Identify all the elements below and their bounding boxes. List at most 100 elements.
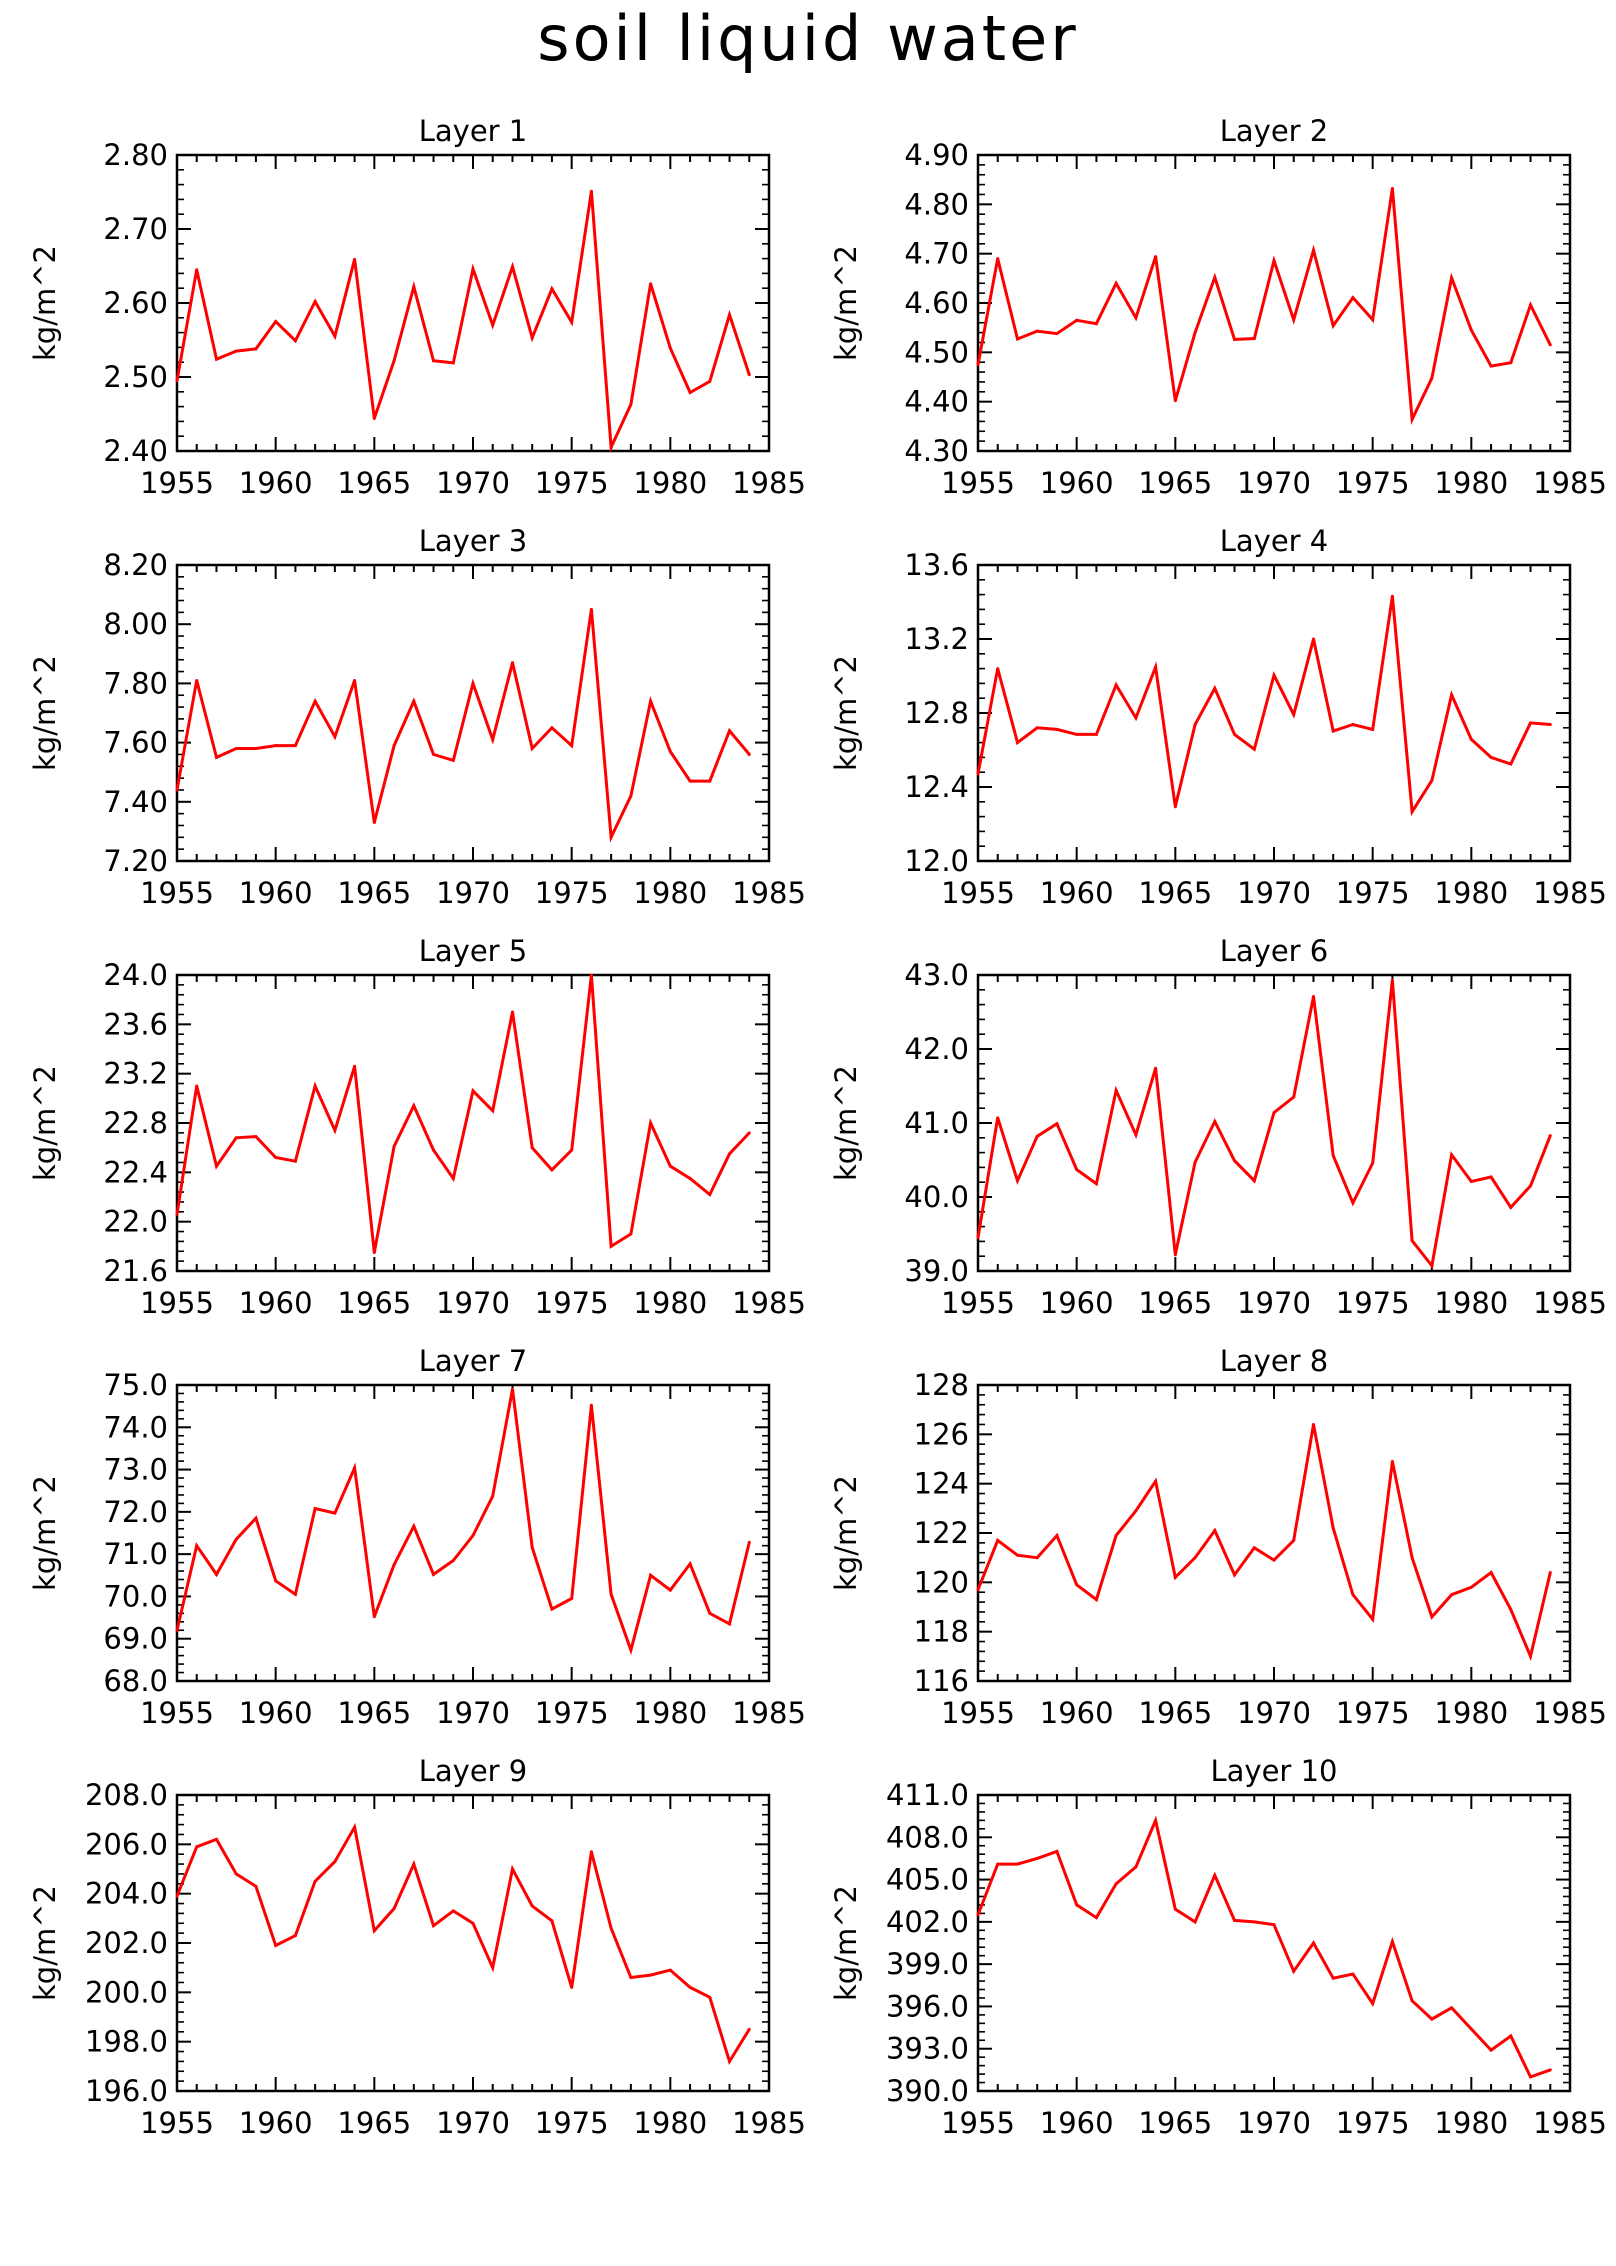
chart-9-xtick-label: 1975 [535, 2106, 609, 2140]
chart-1-point-1976 [589, 189, 593, 193]
chart-2-point-1965 [1173, 399, 1177, 403]
chart-2-point-1960 [1075, 318, 1079, 322]
chart-1: Layer 1 1955 1960 1965 1970 1975 1980 1985 2.40 2… [28, 114, 806, 500]
chart-3-xtick-label: 1960 [239, 876, 313, 910]
chart-10-point-1974 [1351, 1972, 1355, 1976]
chart-2-point-1982 [1509, 361, 1513, 365]
chart-2-ytick-label: 4.80 [904, 187, 969, 221]
chart-2-point-1969 [1252, 337, 1256, 341]
chart-4-series-line [976, 595, 1551, 817]
chart-10-point-1959 [1055, 1849, 1059, 1853]
chart-6-ylabel: kg/m^2 [829, 1065, 863, 1181]
chart-4-point-1964 [1154, 665, 1158, 669]
chart-8-point-1957 [1015, 1553, 1019, 1557]
chart-10-point-1958 [1035, 1856, 1039, 1860]
chart-7-ytick-label: 72.0 [103, 1495, 168, 1529]
chart-6-title: Layer 6 [1220, 934, 1329, 968]
chart-8-point-1982 [1509, 1607, 1513, 1611]
chart-2-xtick-label: 1960 [1040, 466, 1114, 500]
chart-4-point-1975 [1371, 727, 1375, 731]
chart-9-point-1972 [510, 1867, 514, 1871]
chart-2-ytick-label: 4.40 [904, 385, 969, 419]
chart-2-point-1961 [1094, 322, 1098, 326]
chart-8-title: Layer 8 [1220, 1344, 1329, 1378]
chart-8-point-1963 [1134, 1509, 1138, 1513]
chart-9-point-1968 [432, 1924, 436, 1928]
chart-1-point-1955 [175, 379, 179, 383]
chart-5-point-1980 [668, 1164, 672, 1168]
chart-5-point-1961 [293, 1159, 297, 1163]
chart-1-ytick-label: 2.40 [103, 434, 168, 468]
chart-10-point-1972 [1311, 1941, 1315, 1945]
chart-10-point-1965 [1173, 1907, 1177, 1911]
chart-2-point-1979 [1450, 276, 1454, 280]
chart-3-point-1964 [353, 678, 357, 682]
chart-4-frame [976, 563, 1572, 863]
chart-9-point-1981 [688, 1985, 692, 1989]
chart-7-ytick-label: 75.0 [103, 1368, 168, 1402]
chart-1-point-1972 [510, 265, 514, 269]
chart-1-point-1984 [747, 373, 751, 377]
chart-7-point-1959 [254, 1516, 258, 1520]
chart-2-point-1958 [1035, 329, 1039, 333]
chart-5-xtick-label: 1980 [633, 1286, 707, 1320]
chart-3-point-1960 [274, 744, 278, 748]
chart-7-point-1970 [471, 1534, 475, 1538]
chart-6-xtick-label: 1955 [941, 1286, 1015, 1320]
chart-8-ytick-label: 118 [914, 1615, 969, 1649]
chart-7-ytick-label: 69.0 [103, 1622, 168, 1656]
chart-9-xtick-label: 1980 [633, 2106, 707, 2140]
chart-5-point-1984 [747, 1131, 751, 1135]
chart-4-point-1968 [1233, 732, 1237, 736]
chart-4-ytick-label: 13.2 [904, 622, 969, 656]
chart-8-point-1979 [1450, 1593, 1454, 1597]
chart-10-series-line [976, 1815, 1551, 2079]
chart-9-point-1984 [747, 2027, 751, 2031]
chart-8-point-1981 [1489, 1570, 1493, 1574]
chart-10-point-1960 [1075, 1903, 1079, 1907]
chart-3-point-1978 [629, 794, 633, 798]
chart-10-frame [976, 1793, 1572, 2093]
chart-1-point-1964 [353, 257, 357, 261]
chart-10-point-1964 [1154, 1818, 1158, 1822]
chart-1-point-1967 [412, 285, 416, 289]
chart-10-point-1980 [1469, 2027, 1473, 2031]
chart-8-ytick-label: 126 [914, 1417, 969, 1451]
chart-7-point-1955 [175, 1628, 179, 1632]
chart-1-point-1981 [688, 391, 692, 395]
chart-8-point-1971 [1292, 1538, 1296, 1542]
chart-3-ytick-label: 7.80 [103, 666, 168, 700]
chart-3: Layer 3 1955 1960 1965 1970 1975 1980 1985 7.20 7… [28, 524, 806, 910]
chart-10-xtick-label: 1955 [941, 2106, 1015, 2140]
chart-6-point-1962 [1114, 1088, 1118, 1092]
chart-2-point-1963 [1134, 316, 1138, 320]
chart-6-xtick-label: 1960 [1040, 1286, 1114, 1320]
chart-10-ytick-label: 405.0 [886, 1863, 969, 1897]
chart-2-ytick-label: 4.30 [904, 434, 969, 468]
chart-4-point-1965 [1173, 805, 1177, 809]
chart-6-point-1980 [1469, 1179, 1473, 1183]
chart-4-point-1979 [1450, 693, 1454, 697]
chart-8-point-1955 [976, 1588, 980, 1592]
chart-2-ytick-label: 4.50 [904, 335, 969, 369]
chart-3-point-1983 [728, 729, 732, 733]
chart-3-point-1968 [432, 752, 436, 756]
chart-10-ylabel: kg/m^2 [829, 1885, 863, 2001]
chart-6-xtick-label: 1965 [1138, 1286, 1212, 1320]
chart-2-point-1983 [1529, 303, 1533, 307]
chart-4-point-1958 [1035, 726, 1039, 730]
chart-10-point-1963 [1134, 1865, 1138, 1869]
chart-5-xtick-label: 1975 [535, 1286, 609, 1320]
chart-5-xtick-label: 1955 [140, 1286, 214, 1320]
chart-4-ytick-label: 12.0 [904, 844, 969, 878]
chart-4-point-1967 [1213, 686, 1217, 690]
chart-3-point-1965 [372, 821, 376, 825]
chart-8-ylabel: kg/m^2 [829, 1475, 863, 1591]
chart-9-point-1983 [728, 2059, 732, 2063]
chart-7-xtick-label: 1985 [732, 1696, 806, 1730]
chart-5-point-1972 [510, 1010, 514, 1014]
chart-7-point-1975 [570, 1597, 574, 1601]
chart-9-point-1959 [254, 1884, 258, 1888]
chart-8-point-1964 [1154, 1479, 1158, 1483]
chart-1-frame [175, 153, 771, 453]
